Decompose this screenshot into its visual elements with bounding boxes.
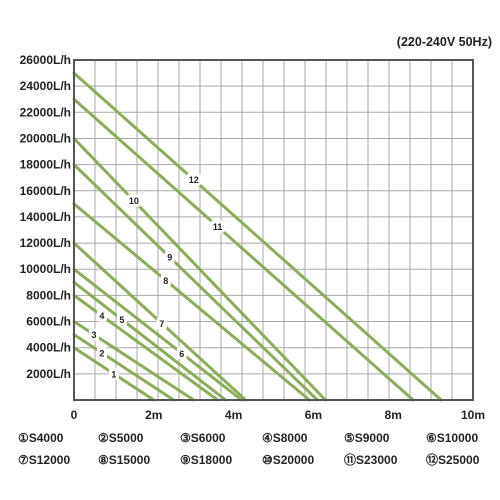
series-marker-label: 12 xyxy=(189,175,199,185)
y-tick-label: 22000L/h xyxy=(20,105,71,119)
series-marker-bg xyxy=(156,317,167,330)
y-tick-label: 20000L/h xyxy=(20,131,71,145)
x-tick-label: 6m xyxy=(305,408,322,422)
series-marker-label: 7 xyxy=(159,319,164,329)
series-marker-bg xyxy=(96,309,107,322)
series-marker-label: 4 xyxy=(99,311,104,321)
series-line-s5000 xyxy=(72,333,176,402)
y-tick-label: 2000L/h xyxy=(26,367,71,381)
y-tick-label: 6000L/h xyxy=(26,315,71,329)
legend-item-s18000: ⑨S18000 xyxy=(180,453,232,467)
x-tick-label: 8m xyxy=(385,408,402,422)
legend-item-s8000: ④S8000 xyxy=(262,431,308,445)
y-tick-label: 24000L/h xyxy=(20,79,71,93)
y-tick-label: 12000L/h xyxy=(20,236,71,250)
series-line-s25000 xyxy=(72,71,443,402)
series-marker-label: 10 xyxy=(129,196,139,206)
legend-item-s25000: ⑫S25000 xyxy=(426,452,480,467)
series-marker-label: 3 xyxy=(91,330,96,340)
series-marker-bg xyxy=(164,251,175,264)
series-marker-bg xyxy=(116,313,127,326)
legend-item-s12000: ⑦S12000 xyxy=(18,453,70,467)
x-tick-label: 0 xyxy=(71,408,78,422)
series-marker-bg xyxy=(126,194,141,207)
plot-border xyxy=(73,59,474,401)
voltage-annotation: (220-240V 50Hz) xyxy=(397,35,492,49)
series-marker-bg xyxy=(160,274,171,287)
legend-item-s20000: ⑩S20000 xyxy=(262,453,314,467)
legend-item-s4000: ①S4000 xyxy=(18,431,64,445)
series-marker-label: 5 xyxy=(119,315,124,325)
x-tick-label: 2m xyxy=(145,408,162,422)
legend-item-s10000: ⑥S10000 xyxy=(426,431,478,445)
series-marker-label: 9 xyxy=(167,253,172,263)
y-tick-label: 16000L/h xyxy=(20,184,71,198)
y-tick-label: 26000L/h xyxy=(20,53,71,67)
series-lines xyxy=(72,71,443,402)
series-marker-bg xyxy=(88,328,99,341)
series-marker-label: 8 xyxy=(163,276,168,286)
x-tick-label: 10m xyxy=(461,408,485,422)
legend-item-s5000: ②S5000 xyxy=(98,431,144,445)
y-tick-label: 4000L/h xyxy=(26,341,71,355)
series-marker-bg xyxy=(186,173,201,186)
series-marker-label: 1 xyxy=(111,369,116,379)
series-line-s15000 xyxy=(72,202,311,402)
y-tick-label: 14000L/h xyxy=(20,210,71,224)
series-marker-label: 6 xyxy=(179,349,184,359)
grid xyxy=(74,60,473,400)
series-line-s18000 xyxy=(72,163,319,402)
legend-item-s15000: ⑧S15000 xyxy=(98,453,150,467)
series-line-s9000 xyxy=(72,280,228,402)
series-marker-bg xyxy=(210,220,225,233)
legend-item-s6000: ③S6000 xyxy=(180,431,226,445)
series-marker-label: 2 xyxy=(99,348,104,358)
y-axis-tick-labels: 2000L/h 4000L/h 6000L/h 8000L/h 10000L/h 1200… xyxy=(20,53,71,381)
plot-frame xyxy=(73,59,474,401)
legend-item-s23000: ⑪S23000 xyxy=(344,452,398,467)
legend-item-s9000: ⑤S9000 xyxy=(344,431,390,445)
legend: ①S4000 ②S5000 ③S6000 ④S8000 ⑤S9000 ⑥S10000 ⑦S1… xyxy=(18,431,480,467)
y-tick-label: 18000L/h xyxy=(20,158,71,172)
series-line-s23000 xyxy=(72,97,415,402)
series-line-s20000 xyxy=(72,136,327,402)
x-tick-label: 4m xyxy=(225,408,242,422)
series-marker-label: 11 xyxy=(213,222,223,232)
series-marker-bg xyxy=(176,347,187,360)
y-tick-label: 10000L/h xyxy=(20,262,71,276)
series-marker-bg xyxy=(108,367,119,380)
x-axis-tick-labels: 0 2m 4m 6m 8m 10m xyxy=(71,408,485,422)
series-line-s10000 xyxy=(72,267,244,402)
series-marker-bg xyxy=(96,346,107,359)
y-tick-label: 8000L/h xyxy=(26,288,71,302)
